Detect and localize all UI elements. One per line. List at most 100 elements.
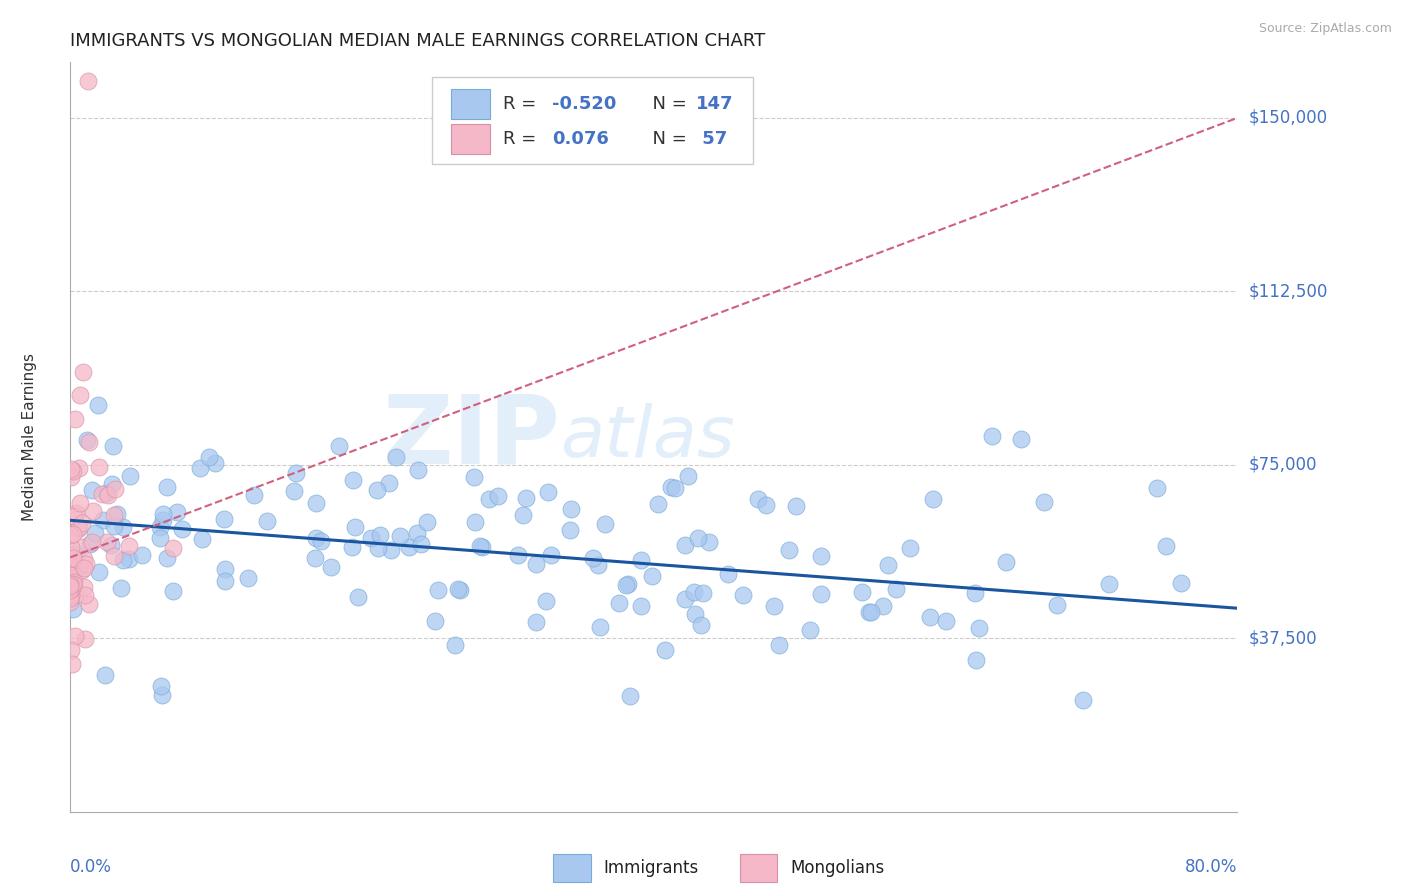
Point: [607, 596, 630, 610]
Point: [59, 461, 82, 475]
Text: N =: N =: [641, 130, 692, 148]
Point: [1170, 576, 1192, 591]
Point: [69, 388, 91, 402]
Point: [731, 588, 754, 602]
Point: [537, 485, 560, 500]
Text: 147: 147: [696, 95, 734, 112]
Text: Median Male Earnings: Median Male Earnings: [22, 353, 37, 521]
Point: [851, 585, 873, 599]
Point: [589, 620, 612, 634]
Point: [152, 513, 174, 527]
Point: [75, 558, 97, 572]
Point: [120, 468, 142, 483]
Point: [779, 543, 801, 558]
Point: [630, 599, 652, 614]
Point: [152, 688, 174, 702]
Text: 80.0%: 80.0%: [1185, 858, 1237, 876]
Point: [1098, 577, 1121, 591]
Point: [214, 574, 236, 589]
Point: [59, 540, 82, 554]
Point: [89, 566, 111, 580]
Point: [59, 588, 82, 602]
Point: [877, 558, 900, 573]
Point: [810, 549, 832, 564]
Point: [468, 540, 491, 554]
Point: [1011, 433, 1033, 447]
Point: [155, 480, 177, 494]
Point: [63, 411, 86, 425]
Point: [59, 568, 82, 582]
Point: [214, 562, 236, 576]
Point: [60, 643, 83, 657]
Point: [614, 578, 637, 592]
Point: [91, 513, 114, 527]
Point: [768, 638, 790, 652]
Point: [152, 508, 174, 522]
Point: [423, 614, 446, 628]
Point: [63, 547, 86, 561]
Point: [73, 552, 96, 566]
Point: [1154, 539, 1177, 553]
Text: N =: N =: [641, 95, 692, 112]
Point: [686, 531, 709, 545]
Point: [661, 480, 683, 494]
Point: [368, 528, 391, 542]
Text: $75,000: $75,000: [1249, 456, 1317, 474]
Point: [319, 560, 342, 574]
Point: [755, 498, 778, 512]
Point: [1071, 693, 1094, 707]
Point: [111, 519, 134, 533]
Point: [630, 553, 652, 567]
Point: [593, 516, 616, 531]
Point: [66, 522, 89, 536]
Point: [103, 519, 125, 533]
Text: Source: ZipAtlas.com: Source: ZipAtlas.com: [1258, 22, 1392, 36]
Point: [463, 470, 485, 484]
Point: [188, 460, 211, 475]
Point: [62, 577, 84, 591]
Point: [690, 618, 713, 632]
Point: [62, 526, 84, 541]
Point: [62, 551, 84, 566]
Point: [62, 554, 84, 568]
Point: [198, 450, 221, 464]
Point: [96, 486, 118, 500]
Point: [238, 571, 260, 585]
Point: [79, 537, 101, 551]
Point: [965, 653, 987, 667]
Point: [406, 463, 429, 477]
Point: [515, 491, 537, 506]
Point: [676, 468, 699, 483]
Point: [447, 582, 470, 597]
Point: [471, 541, 494, 555]
Point: [63, 629, 86, 643]
Point: [859, 605, 882, 619]
Point: [558, 523, 581, 537]
Point: [191, 533, 214, 547]
Point: [967, 621, 990, 635]
Point: [148, 531, 170, 545]
Point: [360, 531, 382, 545]
Point: [411, 536, 433, 550]
Text: R =: R =: [503, 130, 548, 148]
FancyBboxPatch shape: [451, 124, 491, 153]
Point: [886, 582, 908, 597]
Point: [72, 365, 94, 379]
Point: [59, 595, 82, 609]
Point: [647, 497, 669, 511]
Point: [204, 456, 226, 470]
Point: [981, 429, 1004, 443]
Point: [921, 492, 943, 507]
Point: [60, 657, 83, 671]
Point: [444, 638, 467, 652]
Point: [416, 515, 439, 529]
Point: [148, 519, 170, 533]
Point: [65, 506, 87, 520]
Text: Immigrants: Immigrants: [603, 859, 699, 877]
Point: [111, 553, 134, 567]
Point: [398, 540, 420, 554]
Text: $150,000: $150,000: [1249, 109, 1329, 127]
Point: [478, 491, 501, 506]
Point: [872, 599, 894, 613]
Point: [80, 483, 103, 498]
